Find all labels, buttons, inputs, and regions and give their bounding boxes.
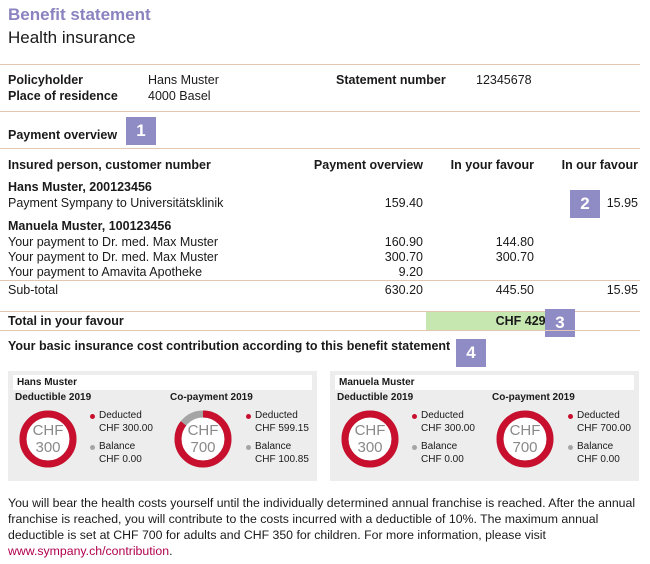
footer-link-suffix: .: [169, 544, 173, 558]
gauge-arc: [496, 410, 554, 468]
copayment-gauge: CHF 700: [174, 410, 232, 468]
table-row-desc: Payment Sympany to Universitätsklinik: [8, 196, 224, 210]
divider: [0, 111, 640, 112]
deducted-value: CHF 700.00: [577, 423, 631, 434]
balance-label: Balance: [421, 441, 458, 452]
page-subtitle: Health insurance: [8, 28, 136, 47]
total-highlight: [426, 312, 566, 330]
balance-dot: [90, 445, 95, 450]
balance-value: CHF 100.85: [255, 454, 309, 465]
badge-3: 3: [545, 309, 575, 337]
contribution-heading: Your basic insurance cost contribution a…: [8, 339, 451, 353]
statement-number-label: Statement number: [336, 73, 446, 87]
gauge-amount: 300: [357, 439, 382, 456]
deductible-gauge: CHF 300: [19, 410, 77, 468]
table-row-favour-you: 144.80: [495, 235, 534, 249]
table-row-favour-us: 15.95: [606, 196, 638, 210]
balance-label: Balance: [99, 441, 136, 452]
policyholder-label: Policyholder: [8, 73, 84, 87]
gauge-amount: 700: [512, 439, 537, 456]
gauge-arc: [19, 410, 77, 468]
divider: [0, 280, 640, 281]
col-in-our-favour: In our favour: [561, 158, 638, 172]
policyholder-value: Hans Muster: [148, 73, 219, 87]
contribution-panel-manuela: Manuela Muster Deductible 2019 CHF 300 D…: [330, 371, 639, 481]
residence-label: Place of residence: [8, 89, 118, 103]
divider: [0, 330, 640, 331]
balance-value: CHF 0.00: [99, 454, 142, 465]
gauge-currency: CHF: [510, 422, 541, 439]
gauge-arc: [174, 410, 232, 468]
deducted-dot: [568, 414, 573, 419]
balance-label: Balance: [577, 441, 614, 452]
deductible-gauge: CHF 300: [341, 410, 399, 468]
deducted-label: Deducted: [99, 410, 142, 421]
subtotal-favour-us: 15.95: [606, 283, 638, 297]
copayment-title: Co-payment 2019: [170, 392, 253, 403]
deducted-value: CHF 300.00: [99, 423, 153, 434]
deducted-dot: [246, 414, 251, 419]
col-payment-overview: Payment overview: [313, 158, 423, 172]
person-name: Manuela Muster, 100123456: [8, 219, 172, 233]
balance-value: CHF 0.00: [421, 454, 464, 465]
deducted-value: CHF 300.00: [421, 423, 475, 434]
balance-dot: [246, 445, 251, 450]
table-row-favour-you: 300.70: [495, 250, 534, 264]
gauge-currency: CHF: [188, 422, 219, 439]
divider: [0, 311, 640, 312]
balance-dot: [568, 445, 573, 450]
contribution-link[interactable]: www.sympany.ch/contribution: [8, 544, 170, 558]
payment-overview-heading: Payment overview: [8, 128, 118, 142]
statement-number-value: 12345678: [476, 73, 532, 87]
deducted-label: Deducted: [255, 410, 298, 421]
deducted-dot: [90, 414, 95, 419]
subtotal-payment: 630.20: [384, 283, 423, 297]
residence-value: 4000 Basel: [148, 89, 211, 103]
table-row-desc: Your payment to Dr. med. Max Muster: [8, 235, 219, 249]
table-row-desc: Your payment to Amavita Apotheke: [8, 265, 203, 279]
subtotal-favour-you: 445.50: [495, 283, 534, 297]
contribution-panel-hans: Hans Muster Deductible 2019 CHF 300 Dedu…: [8, 371, 317, 481]
panel-person-name: Hans Muster: [13, 375, 312, 390]
col-in-your-favour: In your favour: [450, 158, 534, 172]
divider: [0, 148, 640, 149]
table-row-payment: 159.40: [384, 196, 423, 210]
balance-dot: [412, 445, 417, 450]
col-insured-person: Insured person, customer number: [8, 158, 211, 172]
gauge-amount: 700: [190, 439, 215, 456]
divider: [0, 64, 640, 65]
table-row-desc: Your payment to Dr. med. Max Muster: [8, 250, 219, 264]
gauge-amount: 300: [35, 439, 60, 456]
subtotal-label: Sub-total: [8, 283, 59, 297]
footer-text: You will bear the health costs yourself …: [8, 496, 636, 542]
table-row-payment: 300.70: [384, 250, 423, 264]
deductible-title: Deductible 2019: [337, 392, 414, 403]
balance-value: CHF 0.00: [577, 454, 620, 465]
deducted-label: Deducted: [577, 410, 620, 421]
badge-4: 4: [456, 339, 486, 367]
total-label: Total in your favour: [8, 314, 124, 328]
gauge-currency: CHF: [355, 422, 386, 439]
page-title: Benefit statement: [8, 5, 151, 24]
copayment-title: Co-payment 2019: [492, 392, 575, 403]
copayment-gauge: CHF 700: [496, 410, 554, 468]
badge-2: 2: [570, 190, 600, 218]
person-name: Hans Muster, 200123456: [8, 180, 152, 194]
panel-person-name: Manuela Muster: [335, 375, 634, 390]
badge-1: 1: [126, 117, 156, 145]
deducted-value: CHF 599.15: [255, 423, 309, 434]
gauge-currency: CHF: [33, 422, 64, 439]
gauge-arc: [341, 410, 399, 468]
table-row-payment: 160.90: [384, 235, 423, 249]
deductible-title: Deductible 2019: [15, 392, 92, 403]
deducted-dot: [412, 414, 417, 419]
balance-label: Balance: [255, 441, 292, 452]
deducted-label: Deducted: [421, 410, 464, 421]
table-row-payment: 9.20: [398, 265, 423, 279]
footer-paragraph: You will bear the health costs yourself …: [8, 495, 640, 559]
